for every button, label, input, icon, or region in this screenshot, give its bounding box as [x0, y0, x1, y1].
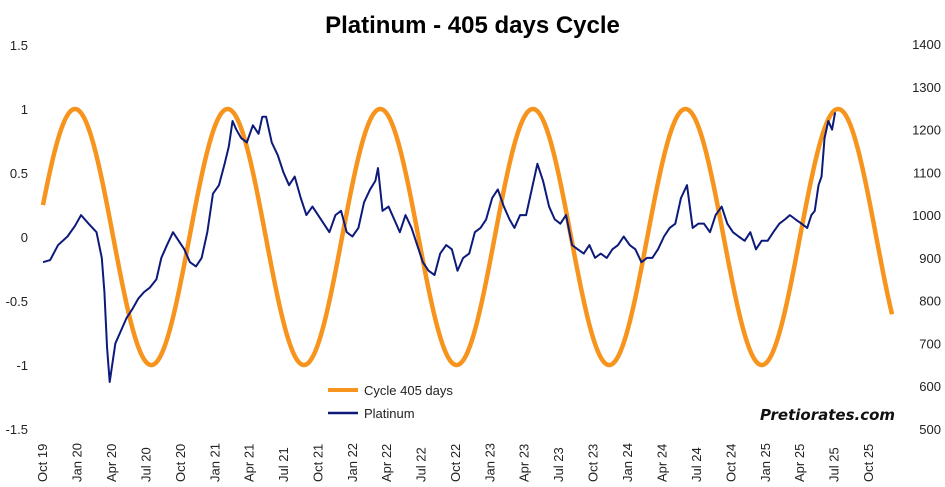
y-left-tick-label: 1	[21, 102, 28, 117]
x-tick-label: Jul 23	[551, 447, 566, 482]
y-right-tick-label: 1200	[912, 123, 941, 138]
y-left-tick-label: 0.5	[10, 166, 28, 181]
x-tick-label: Oct 24	[723, 444, 738, 482]
right-y-axis: 1400 1300 1200 1100 1000 900 800 700 600 500	[912, 37, 941, 437]
chart-title: Platinum - 405 days Cycle	[325, 12, 620, 39]
x-tick-label: Oct 22	[448, 444, 463, 482]
legend: Cycle 405 days Platinum	[328, 383, 453, 421]
x-tick-label: Jul 24	[689, 447, 704, 482]
x-tick-label: Jan 23	[483, 443, 498, 482]
series-group	[40, 106, 895, 383]
y-right-tick-label: 700	[919, 336, 941, 351]
legend-label: Platinum	[364, 406, 415, 421]
platinum-line	[42, 112, 837, 383]
x-tick-label: Jan 25	[758, 443, 773, 482]
y-left-tick-label: -1	[16, 358, 28, 373]
x-tick-label: Apr 21	[242, 444, 257, 482]
x-tick-label: Jan 24	[620, 443, 635, 482]
x-tick-label: Jul 22	[413, 447, 428, 482]
y-right-tick-label: 1000	[912, 208, 941, 223]
x-tick-label: Jan 20	[70, 443, 85, 482]
x-tick-label: Apr 23	[517, 444, 532, 482]
x-tick-label: Apr 22	[379, 444, 394, 482]
x-tick-label: Apr 25	[792, 444, 807, 482]
watermark-text: Pretiorates.com	[760, 406, 895, 424]
x-tick-label: Oct 21	[310, 444, 325, 482]
y-right-tick-label: 900	[919, 251, 941, 266]
x-tick-label: Apr 24	[655, 444, 670, 482]
y-left-tick-label: -1.5	[6, 422, 28, 437]
cycle-line	[40, 106, 895, 368]
x-tick-label: Oct 25	[861, 444, 876, 482]
x-tick-label: Jul 21	[276, 447, 291, 482]
x-tick-label: Oct 20	[173, 444, 188, 482]
y-left-tick-label: 1.5	[10, 38, 28, 53]
y-left-tick-label: -0.5	[6, 294, 28, 309]
y-right-tick-label: 600	[919, 379, 941, 394]
x-tick-label: Oct 19	[35, 444, 50, 482]
y-left-tick-label: 0	[21, 230, 28, 245]
y-right-tick-label: 800	[919, 294, 941, 309]
x-tick-label: Oct 23	[586, 444, 601, 482]
y-right-tick-label: 1400	[912, 37, 941, 52]
left-y-axis: 1.5 1 0.5 0 -0.5 -1 -1.5	[6, 38, 28, 437]
y-right-tick-label: 500	[919, 422, 941, 437]
legend-label: Cycle 405 days	[364, 383, 453, 398]
x-tick-label: Jan 21	[208, 443, 223, 482]
x-tick-label: Apr 20	[104, 444, 119, 482]
y-right-tick-label: 1100	[913, 165, 941, 180]
x-axis: Oct 19 Jan 20 Apr 20 Jul 20 Oct 20 Jan 21 Apr …	[35, 443, 876, 482]
x-tick-label: Jul 25	[826, 447, 841, 482]
x-tick-label: Jan 22	[345, 443, 360, 482]
x-tick-label: Jul 20	[138, 447, 153, 482]
y-right-tick-label: 1300	[912, 80, 941, 95]
